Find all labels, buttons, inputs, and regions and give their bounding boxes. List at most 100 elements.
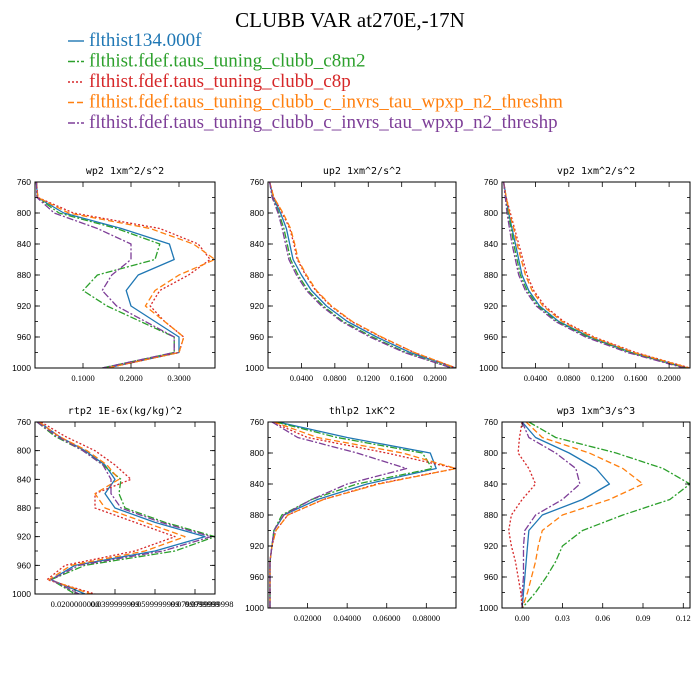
y-tick-label: 760 — [17, 417, 31, 427]
y-tick-label: 800 — [250, 208, 264, 218]
y-tick-label: 920 — [484, 541, 498, 551]
x-tick-label: 0.06000 — [373, 613, 401, 623]
series-line-2 — [35, 182, 175, 368]
y-tick-label: 920 — [17, 532, 31, 542]
x-tick-label: 0.0800 — [323, 373, 346, 383]
y-tick-label: 880 — [17, 270, 31, 280]
x-tick-label: 0.03 — [555, 613, 570, 623]
panel-title: rtp2 1E-6x(kg/kg)^2 — [68, 406, 182, 417]
y-tick-label: 1000 — [479, 603, 498, 613]
series-line-4 — [521, 422, 644, 608]
legend: flthist134.000f flthist.fdef.taus_tuning_… — [68, 30, 563, 133]
x-tick-label: 0.2000 — [657, 373, 680, 383]
y-tick-label: 920 — [484, 301, 498, 311]
panel-title: thlp2 1xK^2 — [329, 406, 395, 417]
series-line-3 — [40, 422, 176, 594]
x-tick-label: 0.06 — [595, 613, 610, 623]
y-tick-label: 880 — [250, 270, 264, 280]
x-tick-label: 0.0799999999 — [171, 599, 220, 609]
y-tick-label: 1000 — [245, 603, 264, 613]
series-line-3 — [35, 182, 211, 368]
y-tick-label: 1000 — [479, 363, 498, 373]
panel-thlp2: thlp2 1xK^2 760 800 840 880 920 960 1000 0.02000… — [245, 406, 457, 623]
series-line-4 — [269, 422, 456, 608]
y-tick-label: 960 — [484, 332, 498, 342]
series-line-4 — [35, 182, 215, 368]
series-line-3 — [269, 182, 456, 368]
y-tick-label: 760 — [250, 177, 264, 187]
y-tick-label: 800 — [17, 208, 31, 218]
x-tick-label: 0.1000 — [71, 373, 94, 383]
plot-frame — [34, 181, 216, 369]
panel-title: vp2 1xm^2/s^2 — [557, 166, 635, 177]
y-tick-label: 760 — [484, 177, 498, 187]
series-line-1 — [521, 422, 611, 608]
y-tick-label: 960 — [250, 572, 264, 582]
x-tick-label: 0.0599999999 — [131, 599, 180, 609]
series-line-2 — [503, 182, 686, 368]
x-tick-label: 0.1200 — [357, 373, 380, 383]
series-line-5 — [521, 422, 581, 608]
series-line-1 — [35, 182, 180, 368]
legend-entry: flthist.fdef.taus_tuning_clubb_c_invrs_t… — [89, 112, 558, 133]
series-line-5 — [35, 182, 175, 368]
series-line-4 — [503, 182, 690, 368]
y-tick-label: 920 — [250, 541, 264, 551]
y-tick-label: 880 — [484, 510, 498, 520]
figure-title: CLUBB VAR at270E,-17N — [235, 8, 465, 32]
panels: wp2 1xm^2/s^2 760 800 840 880 920 960 1000 0.100… — [12, 166, 691, 623]
panel-vp2: vp2 1xm^2/s^2 760 800 840 880 920 960 1000 0.040… — [479, 166, 691, 383]
y-tick-label: 840 — [17, 239, 31, 249]
x-tick-label: 0.1600 — [390, 373, 413, 383]
y-tick-label: 960 — [17, 560, 31, 570]
legend-entry: flthist.fdef.taus_tuning_clubb_c8p — [89, 71, 351, 92]
x-tick-label: 0.2000 — [119, 373, 142, 383]
x-tick-label: 0.09 — [636, 613, 651, 623]
legend-entry: flthist134.000f — [89, 30, 202, 51]
y-tick-label: 840 — [484, 479, 498, 489]
y-tick-label: 880 — [250, 510, 264, 520]
series-line-5 — [503, 182, 685, 368]
y-tick-label: 960 — [250, 332, 264, 342]
x-tick-label: 0.04000 — [333, 613, 361, 623]
series-line-1 — [269, 182, 456, 368]
y-tick-label: 800 — [484, 448, 498, 458]
series-line-2 — [36, 422, 215, 594]
x-tick-label: 0.0799999998 — [185, 599, 234, 609]
series-line-4 — [269, 182, 456, 368]
series-line-5 — [269, 182, 453, 368]
y-tick-label: 920 — [17, 301, 31, 311]
series-line-1 — [269, 422, 437, 608]
series-line-2 — [269, 422, 433, 608]
y-tick-label: 760 — [484, 417, 498, 427]
plot-frame — [267, 421, 457, 609]
y-tick-label: 920 — [250, 301, 264, 311]
x-tick-label: 0.0399999999 — [91, 599, 140, 609]
panel-rtp2: rtp2 1E-6x(kg/kg)^2 760 800 840 880 920 960 100… — [12, 406, 233, 609]
x-tick-label: 0.0200000000 — [51, 599, 100, 609]
y-tick-label: 880 — [484, 270, 498, 280]
series-line-5 — [36, 422, 212, 594]
y-tick-label: 760 — [17, 177, 31, 187]
y-tick-label: 960 — [484, 572, 498, 582]
x-tick-label: 0.0800 — [557, 373, 580, 383]
series-line-3 — [269, 422, 456, 608]
y-tick-label: 880 — [17, 503, 31, 513]
x-tick-label: 0.3000 — [167, 373, 190, 383]
y-tick-label: 840 — [17, 474, 31, 484]
panel-title: wp3 1xm^3/s^3 — [557, 406, 635, 417]
legend-entry: flthist.fdef.taus_tuning_clubb_c_invrs_t… — [89, 92, 563, 113]
x-tick-label: 0.1200 — [591, 373, 614, 383]
panel-wp2: wp2 1xm^2/s^2 760 800 840 880 920 960 1000 0.100… — [12, 166, 216, 383]
series-line-3 — [508, 422, 537, 608]
y-tick-label: 800 — [17, 446, 31, 456]
y-tick-label: 800 — [484, 208, 498, 218]
panel-wp3: wp3 1xm^3/s^3 760 800 840 880 920 960 1000 0.00 0… — [479, 406, 691, 623]
y-tick-label: 1000 — [245, 363, 264, 373]
y-tick-label: 1000 — [12, 589, 31, 599]
panel-title: wp2 1xm^2/s^2 — [86, 166, 164, 177]
x-tick-label: 0.0400 — [524, 373, 547, 383]
y-tick-label: 960 — [17, 332, 31, 342]
panel-up2: up2 1xm^2/s^2 760 800 840 880 920 960 1000 0.040… — [245, 166, 457, 383]
series-line-4 — [38, 422, 186, 594]
